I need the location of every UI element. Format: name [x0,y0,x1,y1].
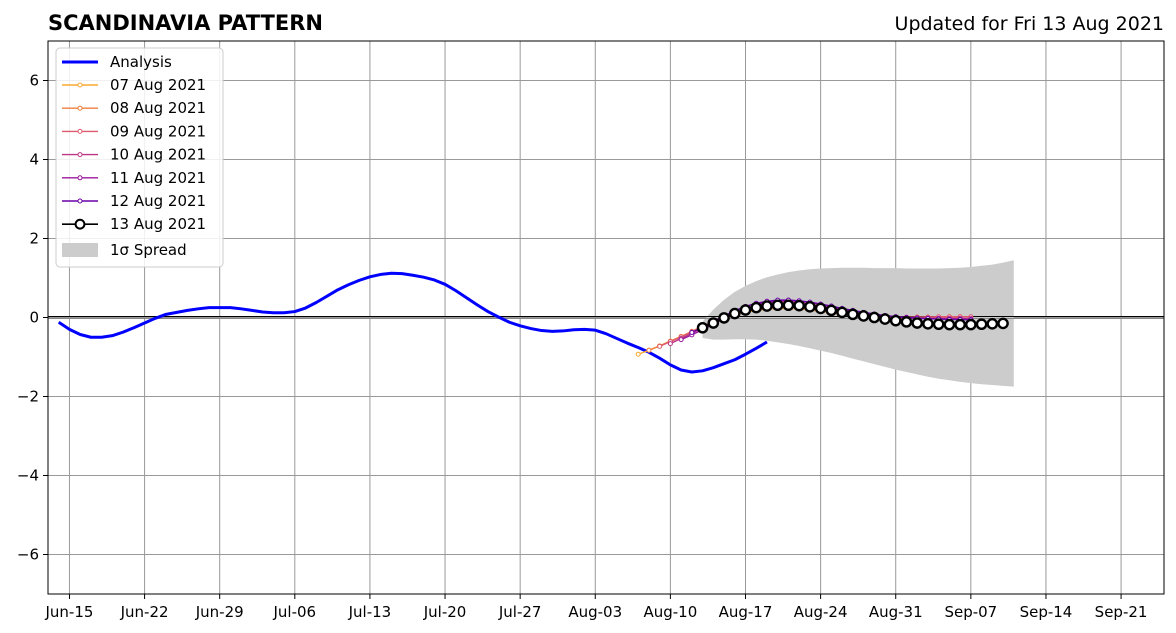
y-tick-label: 6 [29,72,39,90]
forecast-point [954,318,966,331]
x-tick-label: Sep-21 [1095,603,1148,621]
forecast-point [771,299,784,312]
legend-marker [77,105,83,111]
y-tick-label: −4 [17,467,39,485]
x-tick-label: Jul-13 [348,603,392,621]
x-tick-label: Aug-17 [719,603,773,621]
legend-label: Analysis [110,53,172,71]
legend-marker [77,198,83,204]
legend-marker [77,82,83,88]
legend-marker [74,218,86,230]
forecast-point [857,310,870,322]
tick-layer: Jun-15 Jun-22 Jun-29 Jul-06 Jul-13 Jul-20 Jul-… [17,72,1148,622]
forecast-point [793,299,805,312]
spread-band [702,260,1014,387]
forecast-point [657,343,663,349]
zero-line-layer [48,316,1164,319]
series-layer [57,271,1009,374]
y-tick-label: 4 [29,151,39,169]
y-tick-label: −6 [17,546,39,564]
forecast-point [750,301,763,314]
forecast-point [922,318,934,330]
legend-marker [77,175,83,181]
x-tick-label: Jun-22 [120,603,169,621]
forecast-point [836,306,848,319]
forecast-point [728,307,741,320]
legend-label: 13 Aug 2021 [110,215,206,233]
forecast-point [718,312,730,324]
forecast-point [635,351,641,357]
forecast-point [707,317,720,329]
x-tick-label: Jul-20 [423,603,467,621]
forecast-point [889,314,902,327]
x-tick-label: Jul-27 [498,603,542,621]
legend-box [55,47,224,268]
chart-title: SCANDINAVIA PATTERN [48,11,323,35]
x-tick-label: Aug-31 [869,603,923,621]
forecast-point [997,317,1009,330]
legend-label: 09 Aug 2021 [110,122,206,140]
legend-label: 08 Aug 2021 [110,99,206,117]
y-tick-label: −2 [17,388,39,406]
forecast-point [900,316,913,328]
forecast-point [696,321,709,334]
x-tick-label: Sep-07 [944,603,997,621]
legend-label: 12 Aug 2021 [110,192,206,210]
legend-marker [77,152,83,158]
legend-swatch-spread [62,243,98,257]
forecast-point [678,337,684,343]
forecast-point [814,302,827,315]
forecast-point [911,317,923,329]
forecast-point [646,347,652,353]
analysis-line [57,271,768,374]
forecast-point [847,308,859,321]
chart-subtitle: Updated for Fri 13 Aug 2021 [895,13,1164,35]
legend-label: 10 Aug 2021 [110,146,206,164]
forecast-point [761,300,773,312]
forecast-point [739,304,752,316]
legend-label: 07 Aug 2021 [110,76,206,94]
legend: Analysis 07 Aug 2021 08 Aug 2021 09 Aug 202… [55,47,224,268]
forecast-point [943,318,956,331]
legend-label: 1σ Spread [110,241,187,259]
forecast-point [879,313,891,325]
x-tick-label: Aug-24 [794,603,848,621]
forecast-point [782,299,795,312]
forecast-point [932,318,945,331]
forecast-point [986,318,999,330]
spread-layer [702,260,1014,387]
legend-label: 11 Aug 2021 [110,169,206,187]
legend-marker [77,128,83,134]
x-tick-label: Jul-06 [273,603,317,621]
forecast-point [868,311,881,324]
forecast-point [804,301,816,313]
forecast-point [965,318,977,331]
x-tick-label: Aug-10 [643,603,697,621]
x-tick-label: Aug-03 [568,603,622,621]
x-tick-label: Jun-15 [44,603,93,621]
forecast-point [689,330,695,336]
y-tick-label: 2 [29,230,39,248]
forecast-point [975,318,988,331]
forecast-point [667,341,673,347]
x-tick-label: Jun-29 [195,603,244,621]
x-tick-label: Sep-14 [1020,603,1073,621]
y-tick-label: 0 [29,309,39,327]
forecast-point [825,304,838,317]
